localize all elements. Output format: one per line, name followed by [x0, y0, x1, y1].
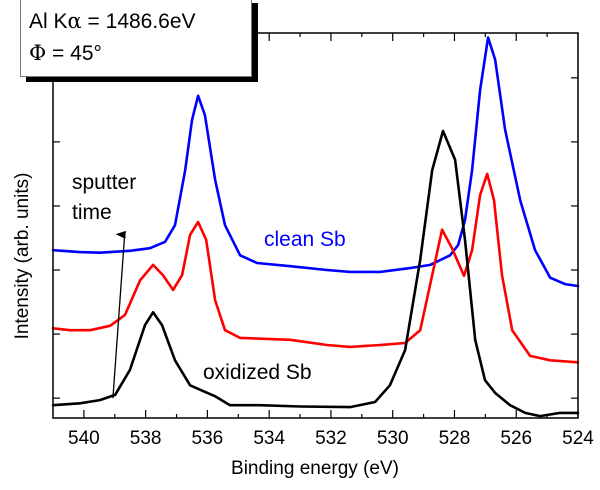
- plot-frame: [52, 32, 579, 419]
- x-tick-label: 534: [253, 428, 285, 449]
- legend-box: Al Kα = 1486.6eV Φ = 45°: [20, 0, 252, 77]
- phi-symbol: Φ: [29, 41, 47, 65]
- series-layer: [51, 36, 580, 418]
- x-tick-label: 538: [130, 428, 162, 449]
- source-prefix: Al K: [29, 10, 68, 33]
- sputter-time-arrow: [112, 230, 126, 399]
- oxidized-sb-label: oxidized Sb: [203, 361, 312, 384]
- source-energy: = 1486.6eV: [81, 10, 196, 33]
- source-line: Al Kα = 1486.6eV: [29, 9, 196, 34]
- x-tick-label: 536: [192, 428, 224, 449]
- x-axis-title: Binding energy (eV): [231, 458, 399, 479]
- x-tick-label: 530: [377, 428, 409, 449]
- series-line-clean-sb: [51, 36, 580, 288]
- x-tick-label: 524: [562, 428, 594, 449]
- x-tick-label: 532: [315, 428, 347, 449]
- x-tick-label: 528: [439, 428, 471, 449]
- sputter-label: sputter: [72, 171, 136, 194]
- series-line-intermediate: [51, 172, 580, 364]
- time-label: time: [72, 201, 112, 224]
- x-tick-label: 540: [68, 428, 100, 449]
- angle-value: = 45°: [46, 42, 102, 65]
- clean-sb-label: clean Sb: [264, 228, 346, 251]
- ticks-layer: [53, 33, 579, 418]
- series-line-oxidized-sb: [51, 129, 580, 418]
- y-axis-title: Intensity (arb. units): [12, 173, 33, 340]
- angle-line: Φ = 45°: [29, 41, 102, 66]
- x-tick-label: 526: [500, 428, 532, 449]
- x-tick-labels: 540 538 536 534 532 530 528 526 524: [68, 428, 594, 449]
- alpha-symbol: α: [67, 9, 82, 33]
